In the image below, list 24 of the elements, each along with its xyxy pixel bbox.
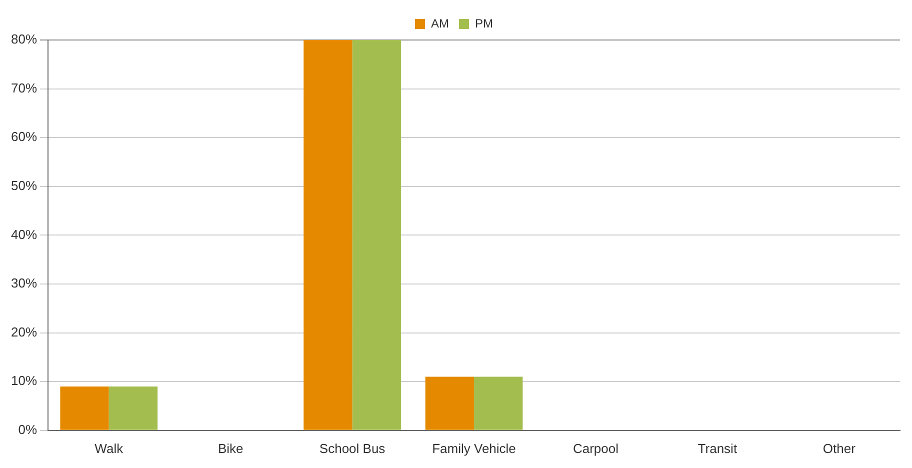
bar bbox=[304, 40, 352, 430]
y-tick-label: 70% bbox=[10, 80, 38, 96]
legend-label: PM bbox=[475, 16, 494, 30]
bar bbox=[60, 386, 109, 430]
x-tick-label: Carpool bbox=[572, 440, 619, 456]
x-tick-label: Family Vehicle bbox=[432, 440, 516, 456]
x-tick-label: Bike bbox=[218, 440, 244, 456]
legend-label: AM bbox=[431, 16, 450, 30]
bar bbox=[425, 376, 474, 430]
bar bbox=[108, 386, 158, 430]
x-tick-label: Transit bbox=[698, 440, 738, 456]
y-tick-label: 30% bbox=[10, 276, 38, 291]
y-tick-label: 20% bbox=[10, 324, 38, 340]
bar bbox=[474, 376, 523, 430]
x-tick-label: School Bus bbox=[319, 440, 386, 456]
y-tick-label: 40% bbox=[10, 226, 38, 242]
bar bbox=[352, 40, 401, 430]
y-tick-label: 0% bbox=[18, 422, 38, 437]
y-tick-label: 10% bbox=[10, 373, 38, 388]
x-tick-label: Walk bbox=[94, 440, 124, 456]
x-tick-label: Other bbox=[822, 440, 856, 456]
y-tick-label: 60% bbox=[10, 129, 38, 144]
y-tick-label: 50% bbox=[10, 178, 38, 193]
y-tick-label: 80% bbox=[10, 32, 38, 47]
